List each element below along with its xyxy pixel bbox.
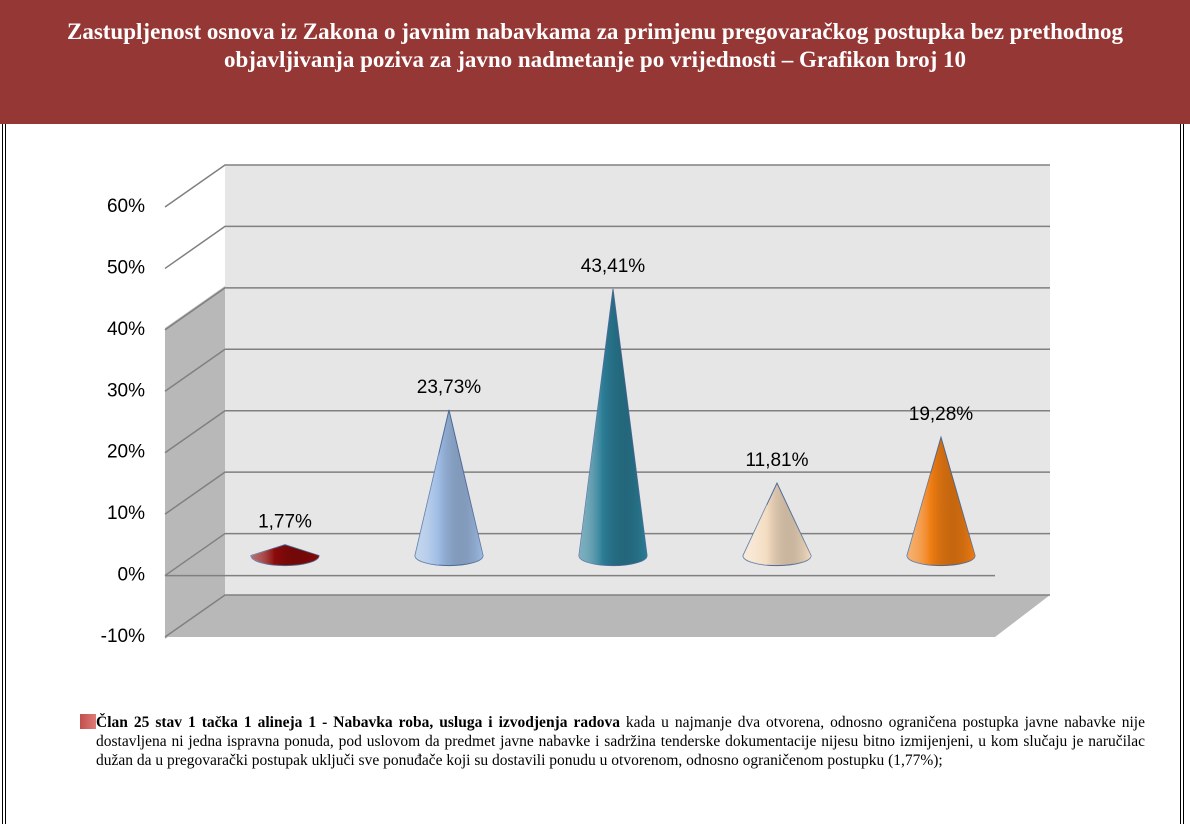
description-bold: Član 25 stav 1 tačka 1 alineja 1 - Nabav… bbox=[96, 714, 620, 731]
cone bbox=[578, 288, 648, 567]
y-tick-label: 10% bbox=[107, 503, 145, 524]
value-label: 23,73% bbox=[417, 377, 482, 398]
y-tick-label: 60% bbox=[107, 196, 145, 217]
grid-line bbox=[164, 225, 1050, 270]
cone bbox=[250, 544, 320, 567]
cone-shade bbox=[415, 409, 483, 566]
header-title: Zastupljenost osnova iz Zakona o javnim … bbox=[0, 0, 1190, 124]
grid-line bbox=[164, 594, 1050, 638]
frame bbox=[2, 124, 1184, 824]
cone-shade bbox=[743, 483, 811, 566]
grid-line bbox=[164, 409, 1050, 454]
value-label: 11,81% bbox=[745, 450, 808, 471]
y-tick-label: 0% bbox=[118, 565, 146, 586]
description-text: kada u najmanje dva otvorena, odnosno og… bbox=[96, 714, 1145, 769]
cone bbox=[906, 435, 976, 567]
y-tick-label: 30% bbox=[107, 380, 145, 401]
grid-line bbox=[164, 471, 1050, 515]
cone bbox=[742, 481, 812, 567]
legend-icon bbox=[80, 714, 96, 729]
value-label: 19,28% bbox=[909, 404, 974, 425]
value-label: 1,77% bbox=[258, 512, 312, 533]
cone-shade bbox=[907, 437, 975, 566]
y-tick-label: 40% bbox=[107, 319, 145, 340]
y-tick-label: -10% bbox=[101, 626, 145, 647]
description: Član 25 stav 1 tačka 1 alineja 1 - Nabav… bbox=[80, 713, 1145, 770]
cone-shade bbox=[579, 288, 647, 566]
value-label: 43,41% bbox=[581, 256, 646, 277]
cone-shade bbox=[251, 544, 319, 566]
cone bbox=[414, 409, 484, 567]
y-tick-label: 20% bbox=[107, 442, 145, 463]
y-tick-label: 50% bbox=[107, 257, 145, 278]
grid-line bbox=[164, 164, 1050, 208]
floor bbox=[165, 595, 1050, 637]
grid-line bbox=[164, 287, 1050, 331]
side-wall bbox=[165, 286, 225, 639]
grid-line bbox=[164, 348, 1050, 392]
chart: -10% 0% 10% 20% 30% 40% 50% 60% 1,77% 23,73% 43,41… bbox=[101, 164, 1050, 647]
